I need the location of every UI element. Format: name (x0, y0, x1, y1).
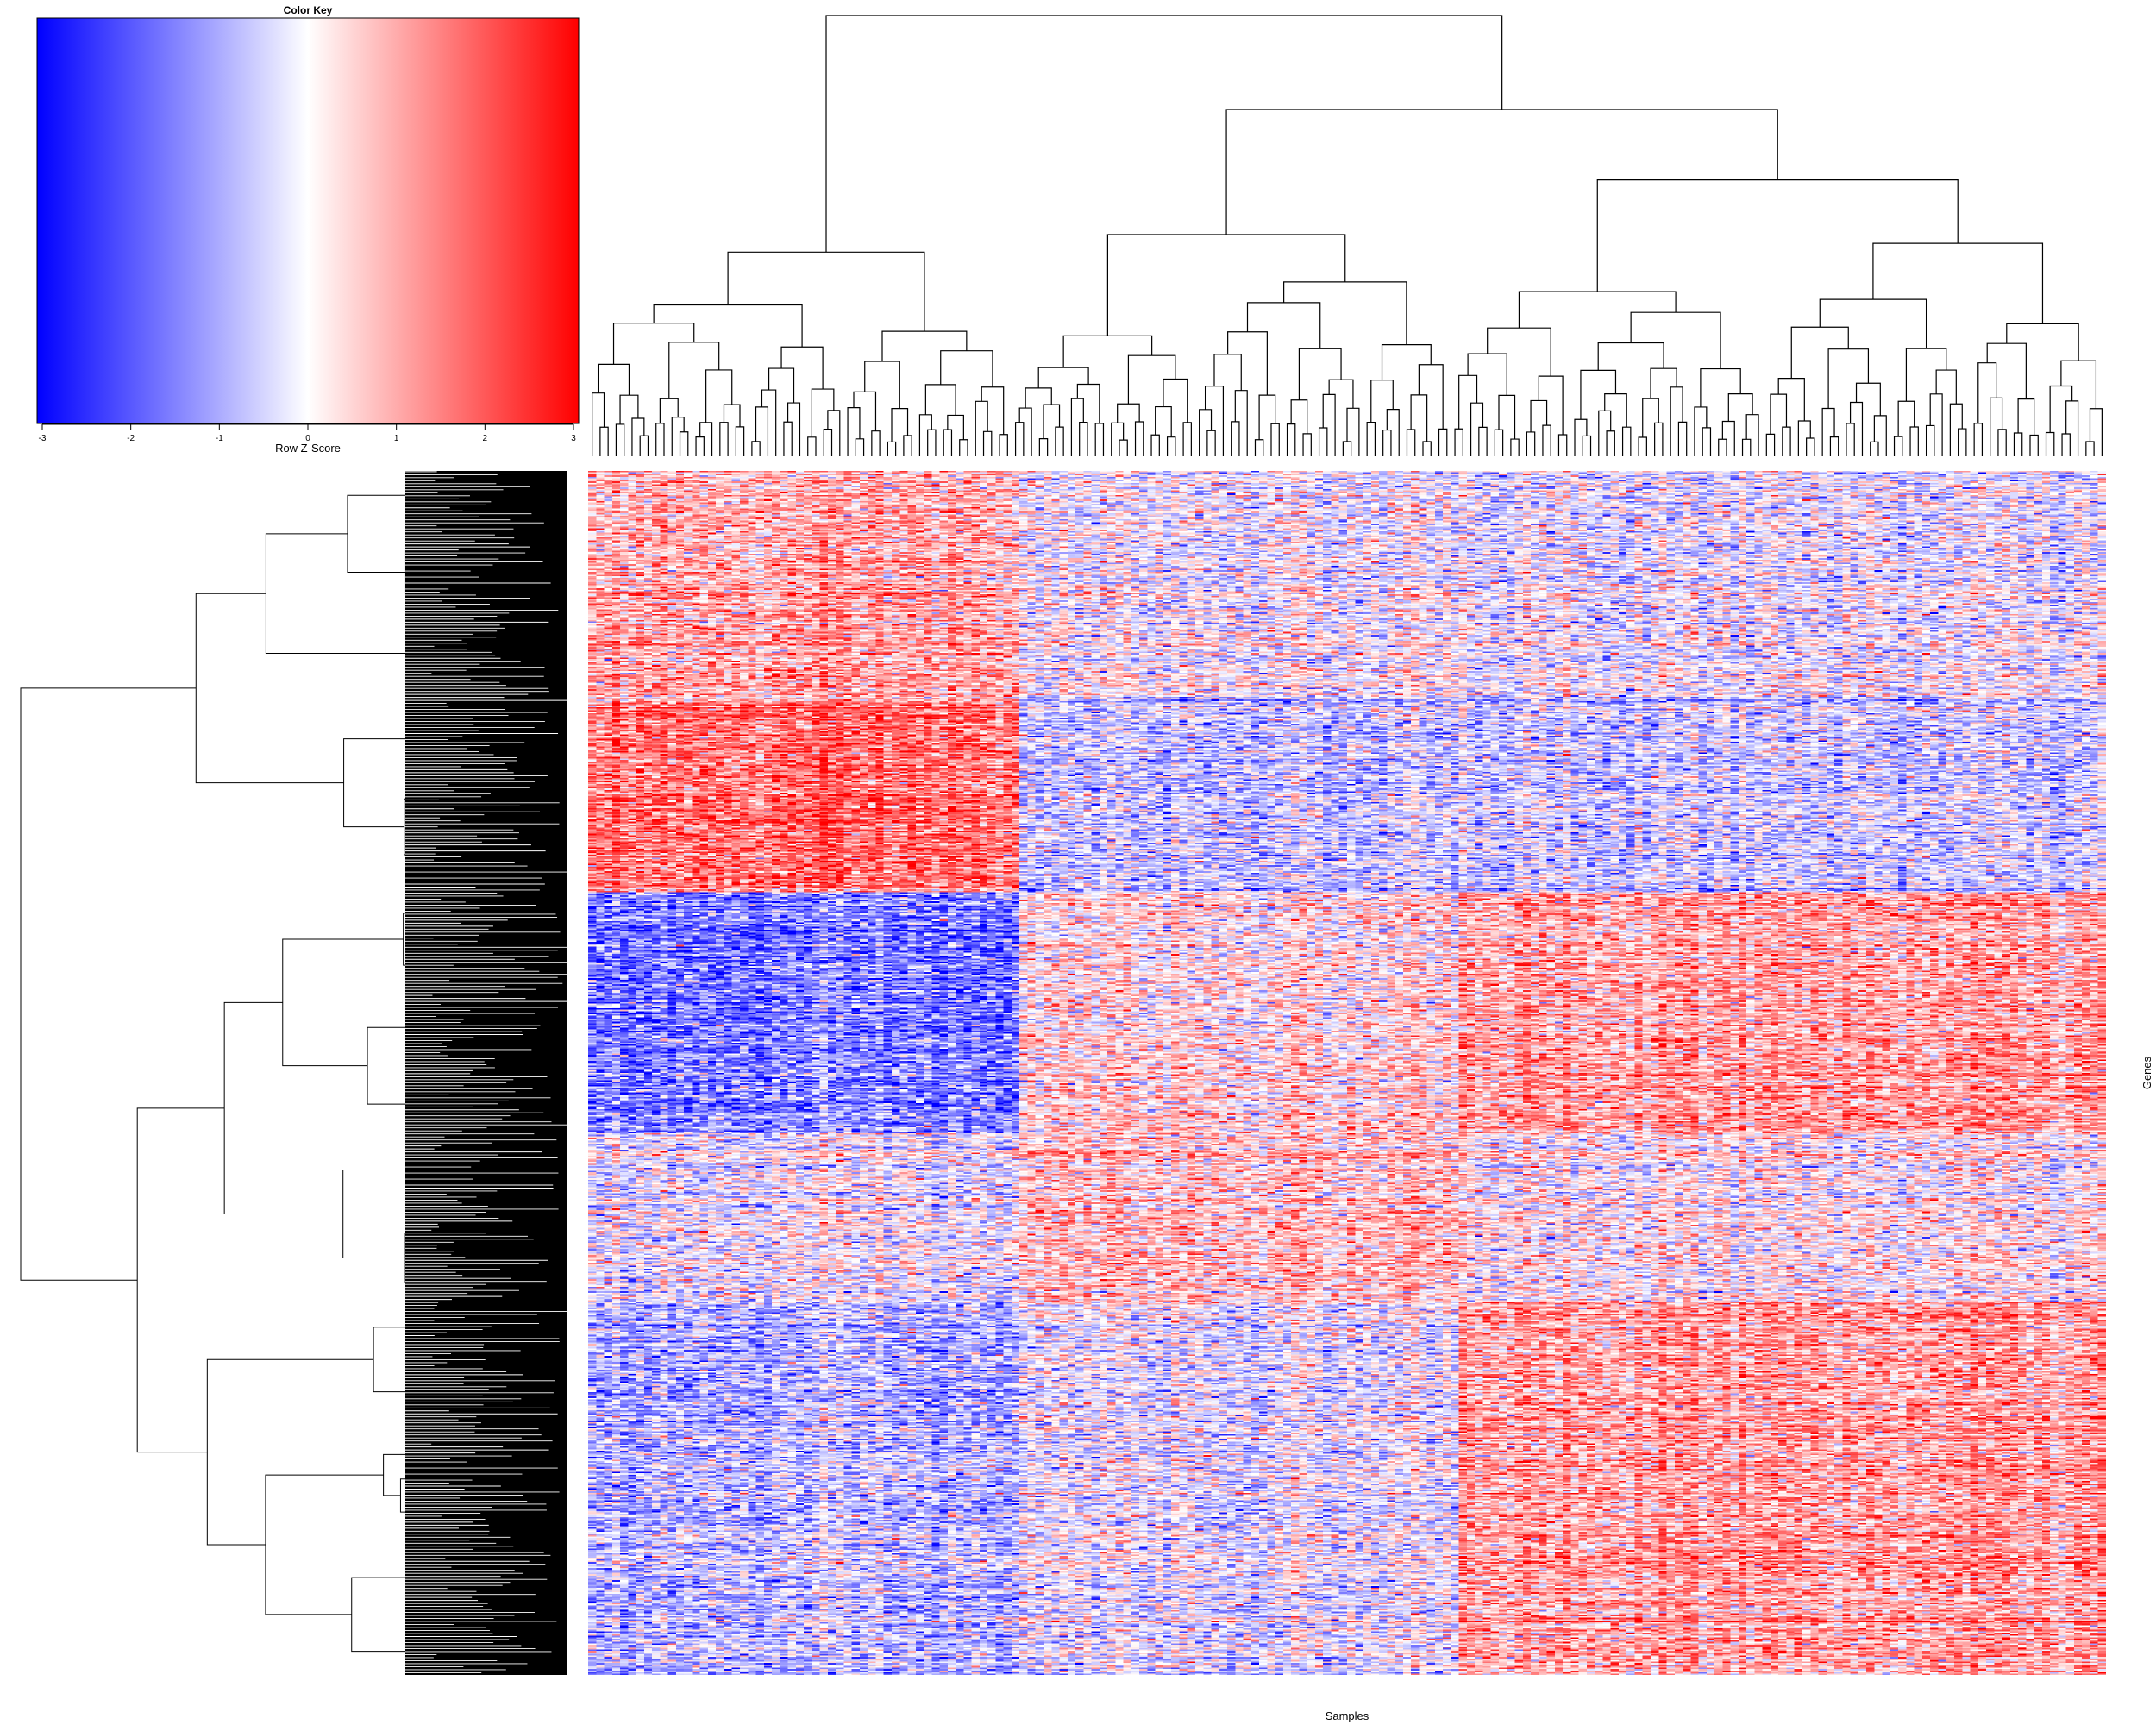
color-key-tick-label: -1 (216, 434, 223, 443)
row-dendrogram-leaves (405, 471, 611, 1673)
column-dendrogram-branches (592, 15, 2103, 456)
y-axis-label: Genes (2140, 1056, 2153, 1089)
row-leaf-band (405, 471, 567, 1675)
color-key-tick-label: -3 (39, 434, 47, 443)
color-key-axis: -3 -2 -1 0 1 2 3 (39, 423, 576, 443)
color-key-tick-label: 3 (571, 434, 576, 443)
x-axis-label: Samples (1326, 1709, 1369, 1722)
row-leaf-lines (405, 471, 611, 1673)
column-dendrogram (592, 15, 2103, 456)
color-key-tick-label: 1 (394, 434, 399, 443)
heatmap-matrix (588, 471, 2106, 1675)
color-key-tick-label: -2 (127, 434, 135, 443)
color-key-tick-label: 0 (305, 434, 310, 443)
color-key-title: Color Key (284, 4, 333, 16)
color-key: Color Key -3 -2 -1 0 1 2 3 Row Z-Score (36, 4, 580, 455)
color-key-tick-label: 2 (483, 434, 488, 443)
color-key-label: Row Z-Score (275, 442, 341, 455)
heatmap-cells (588, 471, 2106, 1675)
color-key-gradient (36, 17, 580, 424)
